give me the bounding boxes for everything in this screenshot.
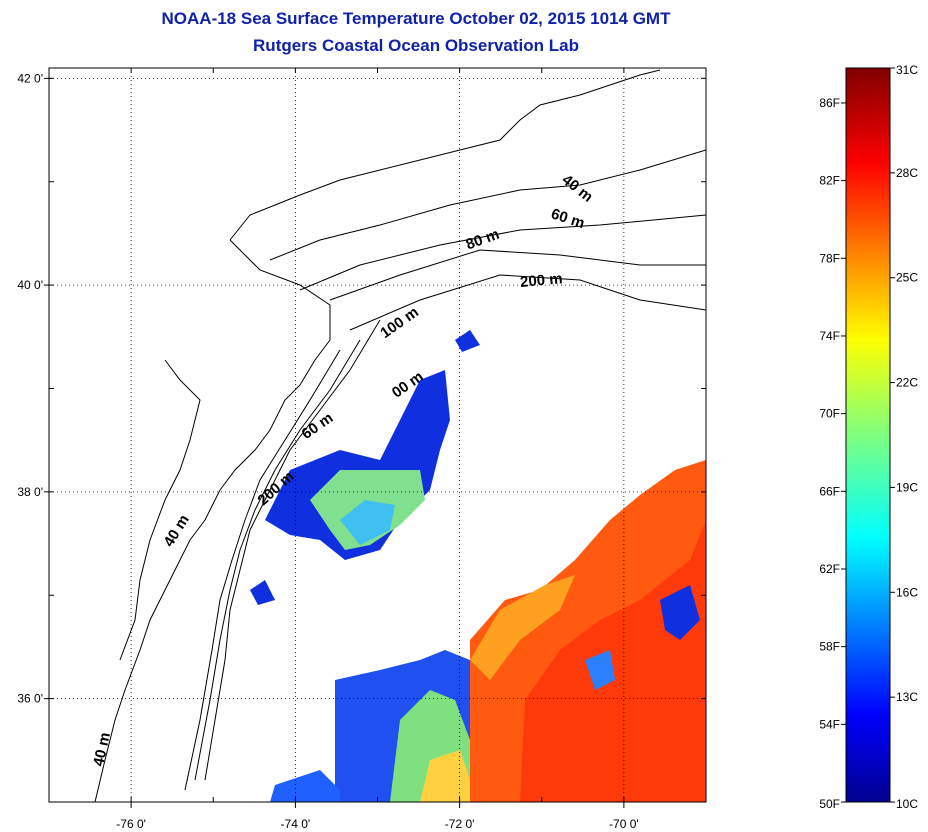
isobath-80 — [329, 249, 706, 301]
colorbar — [845, 67, 891, 803]
colorbar-f-label: 86F — [819, 96, 840, 110]
isobath-label: 200 m — [519, 270, 563, 291]
isobath-100-shelf — [204, 319, 381, 781]
colorbar-f-label: 62F — [819, 562, 840, 576]
isobath-label: 40 m — [90, 731, 114, 768]
colorbar-c-label: 10C — [896, 797, 918, 811]
isobath-200 — [349, 274, 706, 331]
coastline-nj — [219, 239, 331, 491]
colorbar-f-label: 70F — [819, 407, 840, 421]
isobath-label: 40 m — [559, 171, 596, 205]
lon-tick-label: -76 0' — [116, 817, 146, 831]
axis-ticks: 42 0' 40 0' 38 0' 36 0' -76 0' -74 0' -72 0' -7… — [17, 68, 707, 831]
colorbar-f-label: 66F — [819, 484, 840, 498]
colorbar-c-label: 19C — [896, 480, 918, 494]
sst-data-layer — [250, 330, 706, 802]
coastline-delmarva — [94, 489, 221, 802]
map-subtitle: Rutgers Coastal Ocean Observation Lab — [253, 36, 579, 55]
colorbar-f-label: 82F — [819, 174, 840, 188]
colorbar-c-label: 31C — [896, 63, 918, 77]
colorbar-c-label: 13C — [896, 690, 918, 704]
colorbar-labels: 31C 28C 25C 22C 19C 16C 13C 10C 86F 82F 78F 74F 70F 6… — [819, 63, 918, 811]
colorbar-f-label: 54F — [819, 717, 840, 731]
lat-tick-label: 38 0' — [17, 485, 43, 499]
colorbar-f-label: 74F — [819, 329, 840, 343]
coastline — [229, 69, 661, 241]
lon-tick-label: -70 0' — [609, 817, 639, 831]
coastline-layer — [94, 69, 706, 802]
colorbar-f-label: 78F — [819, 251, 840, 265]
sst-speck-2 — [455, 330, 480, 352]
map-title: NOAA-18 Sea Surface Temperature October … — [161, 9, 671, 28]
isobath-60 — [299, 214, 706, 291]
isobath-40 — [269, 149, 706, 261]
sst-warm-core — [520, 520, 706, 802]
colorbar-c-label: 16C — [896, 585, 918, 599]
isobath-label: 100 m — [377, 304, 422, 342]
sst-shelf-cyan — [340, 500, 395, 545]
isobath-40-shelf — [184, 349, 341, 791]
lat-tick-label: 40 0' — [17, 278, 43, 292]
isobath-label: 80 m — [464, 226, 502, 254]
lat-tick-label: 36 0' — [17, 692, 43, 706]
lon-tick-label: -72 0' — [445, 817, 475, 831]
sst-south-blue — [270, 770, 340, 802]
isobath-60-shelf — [194, 339, 361, 781]
map-grid — [49, 68, 706, 802]
colorbar-c-label: 25C — [896, 271, 918, 285]
sst-speck — [250, 580, 275, 605]
chesapeake — [119, 359, 201, 661]
colorbar-f-label: 58F — [819, 640, 840, 654]
sst-cool-eddy-2 — [585, 650, 615, 690]
colorbar-c-label: 22C — [896, 376, 918, 390]
colorbar-c-label: 28C — [896, 166, 918, 180]
sst-warm-edge — [470, 575, 575, 680]
colorbar-f-label: 50F — [819, 797, 840, 811]
lon-tick-label: -74 0' — [281, 817, 311, 831]
isobath-label: 60 m — [299, 409, 337, 443]
lat-tick-label: 42 0' — [17, 71, 43, 85]
sst-south-mixed-3 — [420, 750, 470, 802]
sst-cool-eddy — [660, 585, 700, 640]
